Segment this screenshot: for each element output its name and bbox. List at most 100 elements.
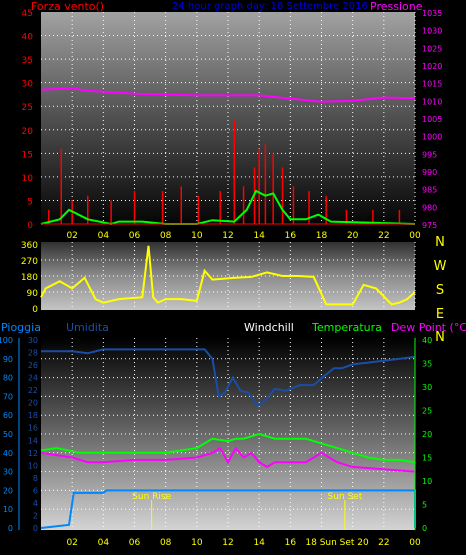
pressure-tick-label: 1000: [422, 133, 442, 142]
pressure-tick-label: 1025: [422, 44, 442, 53]
hour-tick-label: 10: [191, 538, 203, 548]
wind-tick-label: 35: [22, 56, 33, 66]
wind-tick-label: 5: [27, 197, 33, 207]
hour-tick-label: 02: [66, 538, 77, 548]
rain-tick-label: 28: [28, 349, 38, 358]
rain-tick-label: 4: [33, 499, 38, 508]
direction-tick-label: 270: [21, 257, 38, 267]
wind-tick-label: 25: [22, 103, 33, 113]
rain-tick-label: 12: [28, 449, 38, 458]
windchill-label: Windchill: [244, 321, 294, 334]
rain-tick-label: 0: [33, 524, 38, 533]
top-hour-tick-labels: 02 04 06 08 10 12 14 16 18 20 22 00: [66, 231, 421, 241]
hour-tick-label: 20: [347, 231, 359, 241]
temperature-axis-label: Temperatura: [311, 321, 382, 334]
wind-speed-tick-labels: 45 40 35 30 25 20 15 10 5 0: [22, 9, 34, 231]
rain-tick-label: 22: [28, 386, 38, 395]
humidity-axis-label: Umidita: [66, 321, 109, 334]
rain-tick-label: 30: [28, 336, 38, 345]
hour-tick-label: 06: [129, 231, 141, 241]
humidity-tick-label: 0: [8, 524, 13, 533]
direction-tick-label: 90: [27, 289, 39, 299]
rain-tick-label: 10: [28, 461, 38, 470]
humidity-tick-label: 100: [0, 336, 13, 345]
direction-tick-label: 360: [21, 241, 38, 251]
wind-tick-label: 40: [22, 33, 34, 43]
chart-title: 24 hour graph day: 18 Settembre 2016: [172, 1, 368, 12]
rain-tick-label: 18: [28, 411, 38, 420]
rain-tick-label: 20: [28, 399, 38, 408]
pressure-line: [40, 87, 416, 103]
humidity-tick-label: 90: [3, 355, 13, 364]
pressure-tick-label: 1015: [422, 80, 442, 89]
wind-tick-label: 30: [22, 80, 34, 90]
pressure-tick-label: 975: [422, 221, 437, 230]
hour-tick-label: 08: [160, 538, 172, 548]
hour-tick-label: 14: [253, 231, 265, 241]
hour-tick-label: 12: [222, 231, 233, 241]
temperature-tick-label: 20: [422, 430, 432, 439]
average-wind-line: [40, 189, 416, 226]
wind-tick-label: 0: [27, 221, 33, 231]
pressure-tick-label: 995: [422, 150, 437, 159]
sunset-label: Sun Set: [327, 492, 362, 502]
direction-degree-tick-labels: 360 270 180 90 0: [21, 241, 38, 315]
wind-tick-label: 15: [22, 150, 33, 160]
hour-tick-label: 00: [409, 231, 421, 241]
rain-tick-label: 24: [28, 374, 38, 383]
hour-tick-label: 08: [160, 231, 172, 241]
direction-tick-label: 180: [21, 273, 38, 283]
temperature-tick-labels: 40 35 30 25 20 15 10 5 0: [422, 336, 432, 533]
rain-tick-label: 2: [33, 511, 38, 520]
pressure-tick-label: 1030: [422, 27, 442, 36]
compass-letter: N: [435, 330, 445, 345]
pressure-tick-label: 1020: [422, 62, 442, 71]
humidity-tick-label: 70: [3, 392, 13, 401]
temperature-humidity-grid: [41, 338, 416, 530]
dew-point-axis-label: Dew Point (°C): [391, 321, 466, 334]
dew-point-line: [40, 446, 416, 473]
humidity-tick-label: 60: [3, 411, 13, 420]
pressure-tick-label: 990: [422, 168, 437, 177]
temperature-tick-label: 5: [422, 501, 427, 510]
wind-direction-line: [40, 245, 416, 306]
humidity-tick-label: 80: [3, 374, 13, 383]
rain-tick-label: 6: [33, 486, 38, 495]
rain-axis-label: Pioggia: [1, 321, 41, 334]
rain-tick-label: 8: [33, 474, 38, 483]
compass-letter: S: [436, 283, 444, 298]
hour-tick-label: 06: [129, 538, 141, 548]
hour-tick-label: 22: [378, 538, 389, 548]
hour-tick-label: 04: [98, 538, 110, 548]
humidity-tick-label: 30: [3, 468, 13, 477]
hour-tick-label: 18 Sun Set 20: [305, 538, 369, 548]
pressure-axis-label: Pressione: [370, 0, 423, 13]
pressure-tick-label: 1005: [422, 115, 442, 124]
rain-tick-label: 26: [28, 361, 38, 370]
bottom-hour-tick-labels: 02 04 06 08 10 12 14 16 18 Sun Set 20 22 00: [66, 538, 421, 548]
hour-tick-label: 18: [316, 231, 328, 241]
humidity-line: [41, 348, 416, 408]
temperature-tick-label: 30: [422, 383, 432, 392]
wind-axis-label: Forza vento(): [31, 0, 104, 13]
temperature-tick-label: 40: [422, 336, 432, 345]
pressure-tick-label: 1010: [422, 97, 442, 106]
humidity-tick-label: 20: [3, 486, 13, 495]
hour-tick-label: 10: [191, 231, 203, 241]
hour-tick-label: 16: [285, 231, 297, 241]
hour-tick-label: 14: [253, 538, 265, 548]
pressure-tick-labels: 1035 1030 1025 1020 1015 1010 1005 1000 995 990 98…: [422, 9, 442, 230]
wind-tick-label: 10: [22, 174, 34, 184]
rain-tick-label: 16: [28, 424, 38, 433]
temperature-tick-label: 25: [422, 407, 432, 416]
hour-tick-label: 02: [66, 231, 77, 241]
wind-tick-label: 45: [22, 9, 33, 19]
hour-tick-label: 16: [285, 538, 297, 548]
humidity-tick-label: 40: [3, 449, 13, 458]
wind-tick-label: 20: [22, 127, 34, 137]
temperature-line: [40, 432, 416, 464]
rain-tick-label: 14: [28, 436, 38, 445]
humidity-tick-label: 10: [3, 505, 13, 514]
